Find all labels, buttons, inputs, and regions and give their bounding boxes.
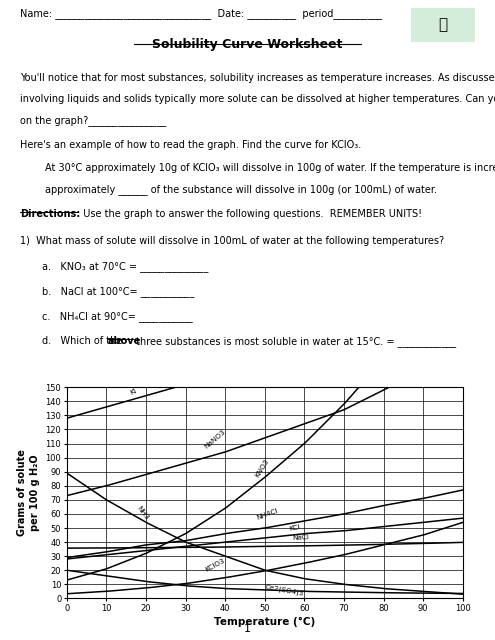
Text: KClO3: KClO3	[204, 557, 226, 573]
Text: NH3: NH3	[136, 505, 150, 521]
Text: KCl: KCl	[288, 524, 300, 532]
Text: At 30°C approximately 10g of KClO₃ will dissolve in 100g of water. If the temper: At 30°C approximately 10g of KClO₃ will …	[45, 163, 495, 173]
Text: approximately ______ of the substance will dissolve in 100g (or 100mL) of water.: approximately ______ of the substance wi…	[45, 184, 437, 195]
Text: c.   NH₄Cl at 90°C= ___________: c. NH₄Cl at 90°C= ___________	[42, 311, 193, 322]
Text: KI: KI	[129, 387, 138, 396]
Text: NH4Cl: NH4Cl	[256, 508, 279, 521]
Text: Directions:: Directions:	[20, 209, 80, 220]
Text: above: above	[108, 336, 141, 346]
X-axis label: Temperature (°C): Temperature (°C)	[214, 617, 315, 627]
Text: Ce2(SO4)3: Ce2(SO4)3	[264, 584, 304, 597]
Text: NaNO3: NaNO3	[203, 429, 227, 450]
Text: involving liquids and solids typically more solute can be dissolved at higher te: involving liquids and solids typically m…	[20, 94, 495, 104]
Y-axis label: Grams of solute
per 100 g H₂O: Grams of solute per 100 g H₂O	[17, 449, 40, 536]
Text: Solubility Curve Worksheet: Solubility Curve Worksheet	[152, 38, 343, 51]
Text: You'll notice that for most substances, solubility increases as temperature incr: You'll notice that for most substances, …	[20, 73, 495, 83]
Text: on the graph?________________: on the graph?________________	[20, 115, 166, 126]
Bar	[411, 8, 475, 42]
Text: d.   Which of the: d. Which of the	[42, 336, 126, 346]
Text: NaCl: NaCl	[293, 534, 309, 541]
Text: Here's an example of how to read the graph. Find the curve for KClO₃.: Here's an example of how to read the gra…	[20, 140, 361, 150]
Text: KNO3: KNO3	[254, 458, 270, 479]
Text: 1: 1	[244, 623, 251, 634]
Text: b.   NaCl at 100°C= ___________: b. NaCl at 100°C= ___________	[42, 286, 195, 297]
Text: 1)  What mass of solute will dissolve in 100mL of water at the following tempera: 1) What mass of solute will dissolve in …	[20, 236, 444, 246]
Text: three substances is most soluble in water at 15°C. = ____________: three substances is most soluble in wate…	[133, 336, 456, 347]
Text: Name: ________________________________  Date: __________  period__________: Name: ________________________________ D…	[20, 8, 382, 19]
Text: 🧪: 🧪	[439, 17, 447, 33]
Text: a.   KNO₃ at 70°C = ______________: a. KNO₃ at 70°C = ______________	[42, 261, 208, 272]
Text: Use the graph to answer the following questions.  REMEMBER UNITS!: Use the graph to answer the following qu…	[77, 209, 422, 220]
